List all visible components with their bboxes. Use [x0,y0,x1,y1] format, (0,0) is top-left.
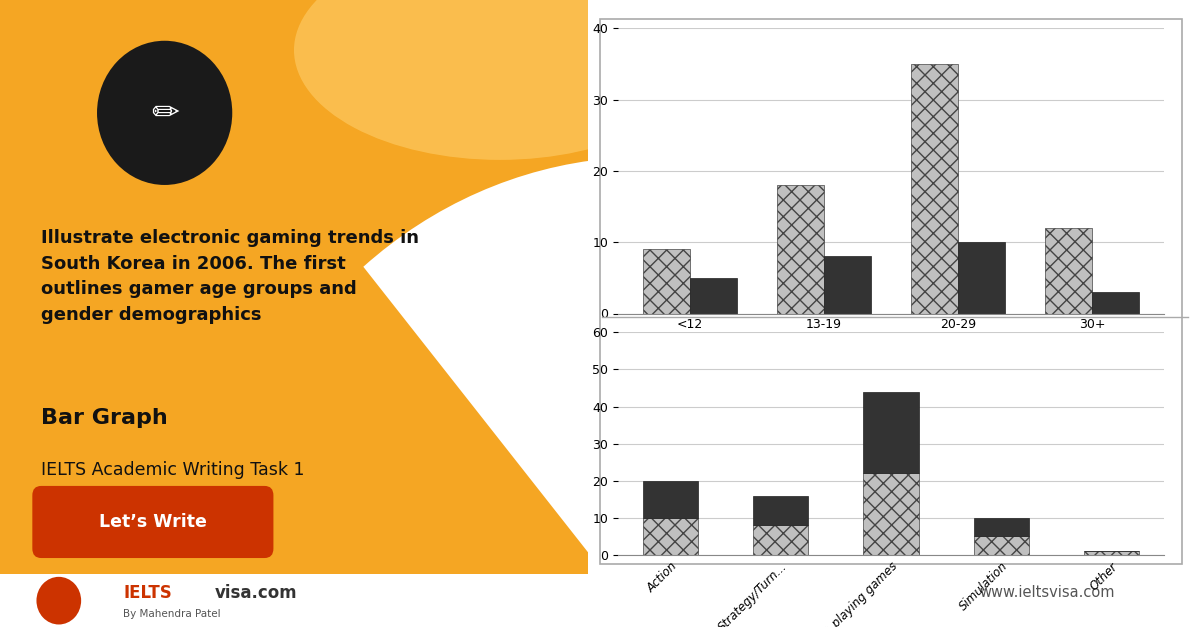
Text: Bar Graph: Bar Graph [41,408,168,428]
Bar [864,392,918,473]
Bar [864,473,918,555]
Ellipse shape [294,0,706,160]
FancyBboxPatch shape [600,19,1182,564]
Bar [973,536,1028,555]
Text: www.ieltsvisa.com: www.ieltsvisa.com [979,585,1115,600]
X-axis label: Age: Age [875,337,907,352]
Bar [824,256,871,314]
Bar [643,250,690,314]
Bar [643,481,698,518]
Bar [754,525,809,555]
Text: ✏: ✏ [151,97,179,129]
Bar [1092,292,1139,314]
Bar [776,185,824,314]
Bar [0,574,588,627]
Text: Illustrate electronic gaming trends in
South Korea in 2006. The first
outlines g: Illustrate electronic gaming trends in S… [41,229,419,324]
Bar [690,278,737,314]
FancyBboxPatch shape [32,486,274,558]
Wedge shape [364,157,868,627]
Bar [911,64,958,314]
Bar [973,518,1028,536]
Bar [754,495,809,525]
Bar [1084,551,1139,555]
Text: IELTS Academic Writing Task 1: IELTS Academic Writing Task 1 [41,461,305,479]
Circle shape [97,41,233,185]
Bar [958,242,1006,314]
Text: Let’s Write: Let’s Write [98,513,206,530]
Bar [1045,228,1092,314]
Bar [643,518,698,555]
Circle shape [36,577,82,624]
Text: By Mahendra Patel: By Mahendra Patel [124,609,221,619]
Text: visa.com: visa.com [215,584,298,601]
Text: IELTS: IELTS [124,584,173,601]
